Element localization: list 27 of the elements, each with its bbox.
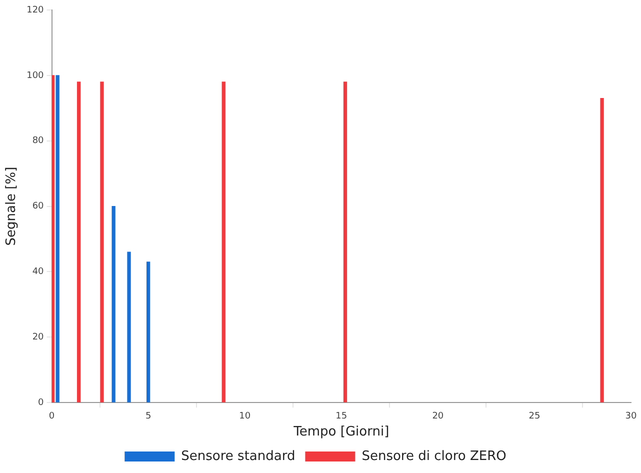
y-tick-label: 60 bbox=[32, 202, 44, 212]
y-tick-label: 120 bbox=[26, 5, 44, 16]
bar bbox=[100, 82, 104, 402]
legend-label: Sensore standard bbox=[181, 448, 296, 464]
y-tick-label: 100 bbox=[26, 70, 44, 81]
x-tick-label: 10 bbox=[239, 411, 251, 422]
y-axis-title: Segnale [%] bbox=[4, 166, 20, 246]
x-tick-label: 15 bbox=[336, 411, 348, 422]
bar bbox=[76, 82, 81, 402]
bar bbox=[127, 252, 131, 402]
legend-label: Sensore di cloro ZERO bbox=[362, 448, 506, 464]
bar bbox=[112, 206, 116, 402]
x-tick-label: 30 bbox=[625, 411, 637, 422]
bar bbox=[343, 82, 348, 402]
y-tick-label: 80 bbox=[32, 136, 44, 146]
bar bbox=[222, 82, 226, 402]
bar bbox=[56, 75, 60, 402]
y-tick-label: 20 bbox=[32, 332, 44, 343]
bar bbox=[600, 98, 604, 402]
x-tick-label: 0 bbox=[48, 411, 55, 422]
x-tick-label: 20 bbox=[432, 411, 444, 422]
y-tick-label: 0 bbox=[38, 398, 44, 408]
x-tick-label: 5 bbox=[145, 411, 152, 422]
y-tick-label: 40 bbox=[32, 267, 44, 278]
bar bbox=[146, 262, 150, 402]
x-axis-title: Tempo [Giorni] bbox=[292, 424, 390, 440]
x-tick-label: 25 bbox=[528, 411, 540, 422]
